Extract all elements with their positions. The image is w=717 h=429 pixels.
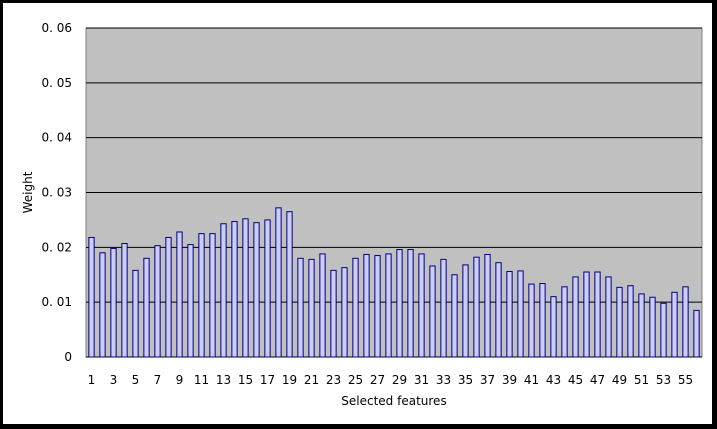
y-axis-ticks: 0 0. 01 0. 02 0. 03 0. 04 0. 05 0. 06 <box>41 21 72 364</box>
bar <box>660 302 667 358</box>
y-axis-label: Weight <box>21 171 35 213</box>
bar <box>187 244 194 358</box>
x-tick-label: 1 <box>88 373 96 387</box>
x-tick-label: 33 <box>436 373 451 387</box>
bar <box>231 221 238 358</box>
x-tick-label: 37 <box>480 373 495 387</box>
y-tick-label: 0 <box>64 350 72 364</box>
bar <box>143 257 150 358</box>
bar <box>649 296 656 358</box>
bar <box>495 262 502 358</box>
x-tick-label: 21 <box>304 373 319 387</box>
y-tick-label: 0. 01 <box>41 295 72 309</box>
x-tick-label: 13 <box>216 373 231 387</box>
x-tick-label: 25 <box>348 373 363 387</box>
bar <box>165 236 172 358</box>
bar <box>638 293 645 358</box>
bar <box>154 245 161 358</box>
x-tick-label: 39 <box>502 373 517 387</box>
x-tick-label: 45 <box>568 373 583 387</box>
bar <box>429 265 436 358</box>
y-tick-label: 0. 03 <box>41 186 72 200</box>
x-tick-label: 19 <box>282 373 297 387</box>
x-tick-label: 3 <box>110 373 118 387</box>
bar <box>253 222 260 358</box>
bar <box>528 283 535 358</box>
x-tick-label: 29 <box>392 373 407 387</box>
y-tick-label: 0. 02 <box>41 240 72 254</box>
bar <box>88 236 95 358</box>
x-tick-label: 27 <box>370 373 385 387</box>
bar <box>242 218 249 358</box>
bar <box>627 285 634 358</box>
bar <box>374 255 381 358</box>
x-tick-label: 15 <box>238 373 253 387</box>
bar <box>418 253 425 358</box>
bar <box>286 211 293 358</box>
bar <box>572 276 579 358</box>
bar <box>451 274 458 358</box>
bar <box>352 257 359 358</box>
bar <box>440 258 447 358</box>
bar <box>319 253 326 358</box>
bar <box>121 242 128 358</box>
bar <box>198 233 205 358</box>
bars <box>88 207 700 358</box>
bar <box>517 270 524 358</box>
x-tick-label: 49 <box>612 373 627 387</box>
x-tick-label: 47 <box>590 373 605 387</box>
bar <box>605 276 612 358</box>
bar <box>110 247 117 358</box>
bar <box>407 249 414 358</box>
x-tick-label: 53 <box>656 373 671 387</box>
bar <box>506 270 513 358</box>
x-tick-label: 11 <box>194 373 209 387</box>
bar <box>671 291 678 358</box>
bar <box>539 283 546 358</box>
bar <box>385 253 392 358</box>
bar <box>462 264 469 358</box>
bar <box>561 286 568 358</box>
x-tick-label: 43 <box>546 373 561 387</box>
x-axis-label: Selected features <box>341 394 446 408</box>
bar <box>297 257 304 358</box>
bar <box>693 309 700 358</box>
y-tick-label: 0. 06 <box>41 21 72 35</box>
y-tick-label: 0. 04 <box>41 131 72 145</box>
bar <box>396 249 403 358</box>
bar <box>594 271 601 358</box>
bar <box>264 219 271 358</box>
x-tick-label: 41 <box>524 373 539 387</box>
bar <box>220 223 227 358</box>
bar <box>484 253 491 358</box>
x-tick-label: 23 <box>326 373 341 387</box>
bar <box>473 256 480 358</box>
x-tick-label: 31 <box>414 373 429 387</box>
x-tick-label: 7 <box>154 373 162 387</box>
x-tick-label: 17 <box>260 373 275 387</box>
bar <box>550 296 557 358</box>
bar <box>308 258 315 358</box>
bar <box>176 231 183 358</box>
x-axis-ticks: 1 3 5 7 9 11 13 15 17 19 21 23 25 27 29 31 33 35 37 39 41 43 4… <box>88 373 693 387</box>
bar <box>682 286 689 358</box>
bar <box>209 233 216 358</box>
x-tick-label: 51 <box>634 373 649 387</box>
bar <box>99 252 106 358</box>
bar <box>132 269 139 358</box>
y-tick-label: 0. 05 <box>41 76 72 90</box>
x-tick-label: 9 <box>176 373 184 387</box>
bar <box>275 207 282 358</box>
x-tick-label: 55 <box>678 373 693 387</box>
x-tick-label: 5 <box>132 373 140 387</box>
bar <box>330 269 337 358</box>
bar <box>341 267 348 358</box>
bar <box>616 286 623 358</box>
bar <box>583 271 590 358</box>
x-tick-label: 35 <box>458 373 473 387</box>
bar <box>363 253 370 358</box>
